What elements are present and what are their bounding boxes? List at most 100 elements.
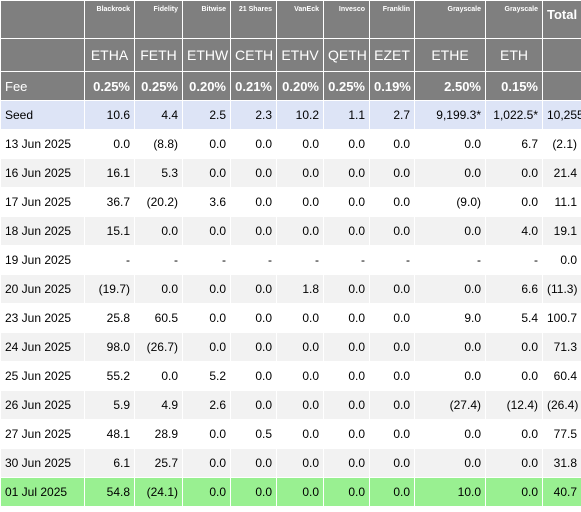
- fee-value: 0.15%: [485, 71, 543, 101]
- flow-value-cell: 0.0: [323, 390, 370, 420]
- flow-value-cell: 5.4: [485, 303, 543, 333]
- row-label: 19 Jun 2025: [0, 245, 85, 275]
- row-total-cell: 60.4: [542, 361, 581, 391]
- flow-value-cell: 0.0: [323, 332, 370, 362]
- flow-value-cell: 55.2: [84, 361, 135, 391]
- flow-value-cell: 0.0: [369, 303, 415, 333]
- flow-value-cell: 0.0: [230, 216, 277, 246]
- flow-value-cell: 0.0: [276, 419, 324, 449]
- issuer-name: 21 Shares: [230, 0, 277, 39]
- row-total-cell: 11.1: [542, 187, 581, 217]
- flow-value-cell: 6.7: [485, 129, 543, 159]
- flow-value-cell: 0.0: [230, 187, 277, 217]
- ticker-label: EZET: [369, 38, 415, 72]
- row-total-cell: 19.1: [542, 216, 581, 246]
- flow-value-cell: 0.0: [230, 332, 277, 362]
- flow-value-cell: 0.0: [485, 419, 543, 449]
- flow-value-cell: 36.7: [84, 187, 135, 217]
- flow-value-cell: 0.0: [276, 187, 324, 217]
- table-row: 01 Jul 2025 54.8 (24.1) 0.0 0.0 0.0 0.0 0.0 10.0…: [0, 477, 581, 507]
- flow-value-cell: 15.1: [84, 216, 135, 246]
- row-label: 26 Jun 2025: [0, 390, 85, 420]
- ticker-header-row: ETHA FETH ETHW CETH ETHV QETH EZET ETHE …: [0, 38, 581, 72]
- seed-row: Seed 10.6 4.4 2.5 2.3 10.2 1.1 2.7 9,199.3* 1,022…: [0, 100, 581, 130]
- flow-value-cell: 0.0: [84, 129, 135, 159]
- ticker-label: ETHW: [182, 38, 231, 72]
- table-row: 23 Jun 2025 25.8 60.5 0.0 0.0 0.0 0.0 0.0 9.0 5.4…: [0, 303, 581, 333]
- flow-value-cell: 0.0: [414, 274, 486, 304]
- table-row: 20 Jun 2025 (19.7) 0.0 0.0 0.0 1.8 0.0 0.0 0.0 6.…: [0, 274, 581, 304]
- flow-value-cell: 0.0: [414, 361, 486, 391]
- fee-value: 0.25%: [134, 71, 183, 101]
- flow-value-cell: 5.3: [134, 158, 183, 188]
- flow-value-cell: 10.6: [84, 100, 135, 130]
- flow-value-cell: 0.0: [414, 158, 486, 188]
- flow-value-cell: 6.6: [485, 274, 543, 304]
- fee-value: 0.19%: [369, 71, 415, 101]
- row-label: 18 Jun 2025: [0, 216, 85, 246]
- row-label: 23 Jun 2025: [0, 303, 85, 333]
- flow-value-cell: 0.0: [182, 303, 231, 333]
- flow-value-cell: 0.0: [485, 361, 543, 391]
- flow-value-cell: 0.0: [369, 419, 415, 449]
- flow-value-cell: 0.0: [134, 361, 183, 391]
- flow-value-cell: 98.0: [84, 332, 135, 362]
- ticker-label: FETH: [134, 38, 183, 72]
- flow-value-cell: -: [182, 245, 231, 275]
- row-label: 13 Jun 2025: [0, 129, 85, 159]
- fee-value: 0.25%: [84, 71, 135, 101]
- flow-value-cell: 0.0: [276, 158, 324, 188]
- table-row: 30 Jun 2025 6.1 25.7 0.0 0.0 0.0 0.0 0.0 0.0 0.0 3…: [0, 448, 581, 478]
- flow-value-cell: 0.0: [230, 303, 277, 333]
- flow-value-cell: 25.8: [84, 303, 135, 333]
- fee-value: 0.25%: [323, 71, 370, 101]
- flow-value-cell: 5.2: [182, 361, 231, 391]
- flow-value-cell: 3.6: [182, 187, 231, 217]
- flow-value-cell: 0.0: [182, 477, 231, 507]
- flow-value-cell: 0.0: [182, 158, 231, 188]
- row-total-cell: 31.8: [542, 448, 581, 478]
- table-row: 17 Jun 2025 36.7 (20.2) 3.6 0.0 0.0 0.0 0.0 (9.0…: [0, 187, 581, 217]
- ticker-label: ETHE: [414, 38, 486, 72]
- flow-value-cell: -: [230, 245, 277, 275]
- flow-value-cell: 4.4: [134, 100, 183, 130]
- flow-value-cell: 9.0: [414, 303, 486, 333]
- flow-value-cell: -: [485, 245, 543, 275]
- flow-value-cell: 60.5: [134, 303, 183, 333]
- row-total-cell: 71.3: [542, 332, 581, 362]
- flow-value-cell: 0.0: [230, 390, 277, 420]
- fee-value: 0.20%: [276, 71, 324, 101]
- flow-value-cell: 0.0: [485, 332, 543, 362]
- flow-value-cell: -: [414, 245, 486, 275]
- flow-value-cell: 0.0: [485, 448, 543, 478]
- flow-value-cell: (8.8): [134, 129, 183, 159]
- row-total-cell: 0.0: [542, 245, 581, 275]
- flow-value-cell: 4.9: [134, 390, 183, 420]
- table-row: 19 Jun 2025- - - - - - - - -0.0: [0, 245, 581, 275]
- flow-value-cell: 0.0: [276, 477, 324, 507]
- flow-value-cell: 0.0: [323, 216, 370, 246]
- table-row: 27 Jun 2025 48.1 28.9 0.0 0.5 0.0 0.0 0.0 0.0 0.0…: [0, 419, 581, 449]
- issuer-name: Grayscale: [485, 0, 543, 39]
- flow-value-cell: (19.7): [84, 274, 135, 304]
- flow-value-cell: -: [323, 245, 370, 275]
- flow-value-cell: 0.0: [323, 187, 370, 217]
- flow-value-cell: (27.4): [414, 390, 486, 420]
- flow-value-cell: 0.0: [414, 332, 486, 362]
- ticker-label: ETHV: [276, 38, 324, 72]
- flow-value-cell: (12.4): [485, 390, 543, 420]
- flow-value-cell: 0.0: [230, 361, 277, 391]
- row-total-cell: (2.1): [542, 129, 581, 159]
- table-row: 24 Jun 2025 98.0 (26.7) 0.0 0.0 0.0 0.0 0.0 0.0 0…: [0, 332, 581, 362]
- flow-value-cell: 0.0: [485, 187, 543, 217]
- flow-value-cell: 0.0: [182, 332, 231, 362]
- row-label: 30 Jun 2025: [0, 448, 85, 478]
- flow-value-cell: 0.0: [134, 216, 183, 246]
- flow-value-cell: 0.0: [182, 448, 231, 478]
- flow-value-cell: 0.0: [323, 129, 370, 159]
- flow-value-cell: 1.1: [323, 100, 370, 130]
- ticker-label: ETH: [485, 38, 543, 72]
- header-corner-cell: [0, 0, 85, 39]
- row-total-cell: 100.7: [542, 303, 581, 333]
